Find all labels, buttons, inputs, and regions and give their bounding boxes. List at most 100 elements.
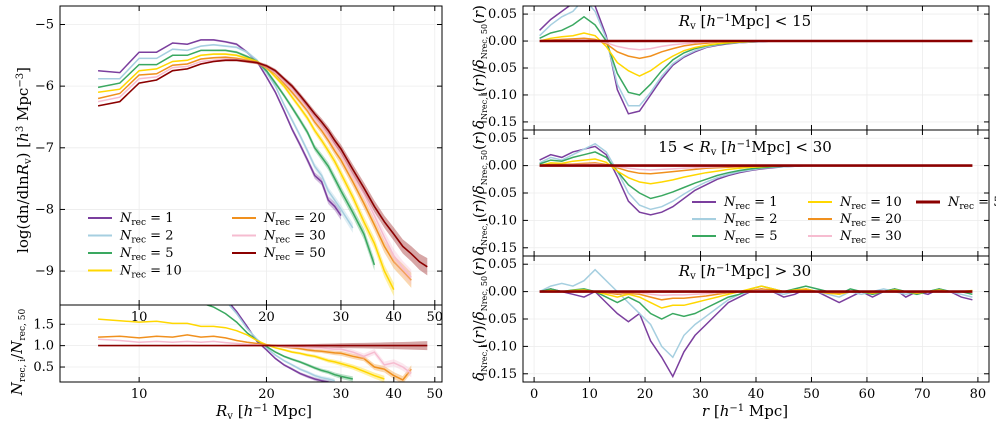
ytick-label: 0.05 [488,257,517,272]
prof2-series [539,142,973,216]
ratio-ylabel: Nrec, i/Nrec, 50 [8,309,28,397]
legend-label: Nrec = 30 [839,229,902,246]
ratio-series [98,305,428,382]
xtick-label: 70 [914,387,931,402]
line-n10 [98,318,385,380]
ytick-label: 0.5 [33,360,54,375]
legend-label: Nrec = 30 [263,229,326,246]
legend-label: Nrec = 10 [119,264,182,281]
ytick-label: −0.05 [477,186,517,201]
prof3-ticks: 0.05 0.00 −0.05 −0.10 −0.15 0 10 20 30 40 50 60 70 80 [477,256,989,402]
left-xlabel: Rv [h−1 Mpc] [215,402,312,422]
ratio-ticks: 0.5 1.0 1.5 10 20 30 40 50 [33,305,443,402]
ytick-label: −0.15 [477,367,517,382]
band-n20 [98,56,412,288]
profile-ylabel-2: δNrec, i(r)/δNrec, 50(r) [470,131,489,255]
ratio-panel: 0.5 1.0 1.5 10 20 30 40 50 [33,304,443,402]
ytick-label: −0.10 [477,88,517,103]
xtick-label: 30 [333,387,350,402]
legend-item-n10: Nrec = 10 [88,264,182,281]
legend-item-n5: Nrec = 5 [692,229,777,246]
xtick-label: 40 [386,387,403,402]
line-n10 [97,53,395,290]
legend-label: Nrec = 20 [263,211,326,228]
ytick-label: −0.05 [477,312,517,327]
prof3-series [539,268,973,379]
ytick-label: −5 [35,17,54,32]
profile-panel-small: 0.05 0.00 −0.05 −0.10 −0.15 [477,5,990,131]
right-xlabel: r [h−1 Mpc] [702,402,788,420]
line-n30 [98,338,412,374]
ytick-label: 0.00 [488,159,517,174]
ytick-label: −8 [35,202,54,217]
ytick-label: −9 [35,264,54,279]
title-prof3: Rv [h−1Mpc] > 30 [678,262,811,282]
xtick-label: 30 [692,387,709,402]
legend-item-n1: Nrec = 1 [88,211,173,228]
profile-ylabel-3: δNrec, i(r)/δNrec, 50(r) [470,257,489,381]
title-prof1: Rv [h−1Mpc] < 15 [678,12,811,32]
band-n5 [205,305,353,382]
legend-item-n2: Nrec = 2 [692,212,777,229]
line-n30 [97,58,412,278]
profile-ylabels: δNrec, i(r)/δNrec, 50(r) δNrec, i(r)/δNr… [470,5,489,381]
vsf-panel: −5−6−7−8−910 20 30 40 50 [35,5,443,325]
prof2-ticks: 0.05 0.00 −0.05 −0.10 −0.15 [477,130,989,256]
ytick-label: 0.00 [488,285,517,300]
ytick-label: −7 [35,141,54,156]
ytick-label: 0.05 [488,131,517,146]
ytick-label: −0.15 [477,241,517,256]
xtick-label: 10 [131,387,148,402]
legend-label: Nrec = 2 [119,229,173,246]
ytick-label: −6 [35,79,54,94]
xtick-label: 0 [530,387,538,402]
xtick-label: 20 [637,387,654,402]
legend-item-n50: Nrec = 50 [232,246,326,263]
profile-panel-large: 0.05 0.00 −0.05 −0.10 −0.15 0 10 20 30 40 50 60 70 80 [477,255,990,402]
line-n20 [97,56,412,281]
xtick-label: 20 [258,387,275,402]
vsf-ylabel: log(dn/dlnRv) [h3 Mpc−3] [14,67,34,253]
legend-label: Nrec = 5 [119,246,173,263]
xtick-label: 50 [427,387,444,402]
legend-item-n20: Nrec = 20 [232,211,326,228]
legend-item-n30: Nrec = 30 [808,229,902,246]
legend-label: Nrec = 1 [723,195,777,212]
line-n50 [97,59,428,268]
title-prof2: 15 < Rv [h−1Mpc] < 30 [658,138,832,158]
line-n2 [228,305,335,382]
xtick-label: 80 [970,387,987,402]
legend-item-n2: Nrec = 2 [88,229,173,246]
legend-label: Nrec = 20 [839,212,902,229]
prof1-series [539,6,973,115]
xtick-label: 40 [748,387,765,402]
profile-ylabel-1: δNrec, i(r)/δNrec, 50(r) [470,5,489,129]
ratio-frame [59,304,443,383]
legend-label: Nrec = 50 [947,195,996,212]
ytick-label: 1.0 [33,339,54,354]
prof1-ticks: 0.05 0.00 −0.05 −0.10 −0.15 [477,6,989,130]
ytick-label: 0.00 [488,34,517,49]
legend-item-n1: Nrec = 1 [692,195,777,212]
legend-label: Nrec = 1 [119,211,173,228]
ytick-label: 0.05 [488,7,517,22]
ytick-label: −0.10 [477,339,517,354]
xtick-label: 10 [581,387,598,402]
ytick-label: 1.5 [33,317,54,332]
legend-label: Nrec = 5 [723,229,777,246]
ytick-label: −0.10 [477,213,517,228]
ytick-label: −0.05 [477,61,517,76]
ytick-label: −0.15 [477,115,517,130]
legend-item-n5: Nrec = 5 [88,246,173,263]
legend-item-n10: Nrec = 10 [808,195,902,212]
legend-item-n20: Nrec = 20 [808,212,902,229]
xtick-label: 60 [859,387,876,402]
legend-item-n50: Nrec = 50 [916,195,996,212]
band-n30 [98,57,412,285]
line-n5 [97,49,376,266]
legend-item-n30: Nrec = 30 [232,229,326,246]
legend-label: Nrec = 2 [723,212,777,229]
legend-label: Nrec = 10 [839,195,902,212]
